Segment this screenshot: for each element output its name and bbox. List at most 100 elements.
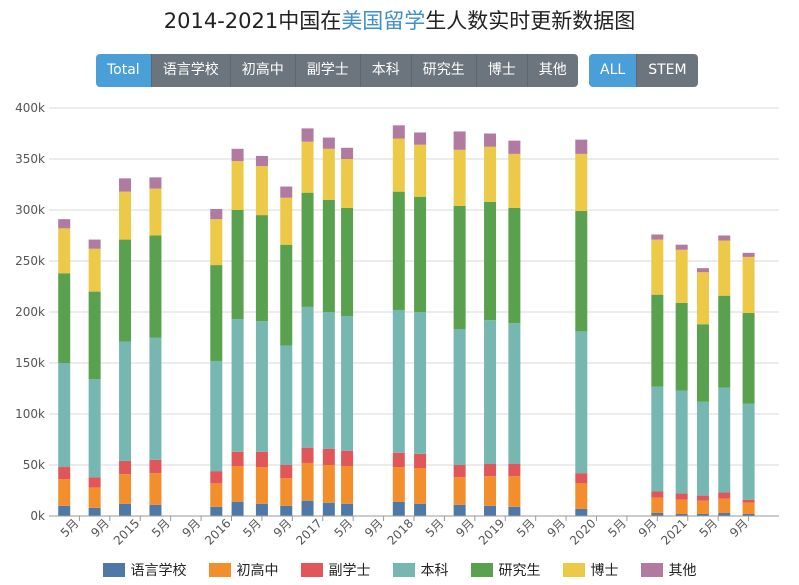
bar-segment [508,153,521,208]
bar-segment [453,477,466,505]
bar-segment [280,478,293,506]
bar-segment [301,192,314,307]
bar-segment [119,474,132,504]
bar-segment [718,498,731,513]
legend-label: 语言学校 [130,563,187,579]
bar-segment [231,148,244,162]
filter-button-doctorate[interactable]: 博士 [476,54,528,87]
bar-segment [675,499,688,514]
bar-segment [119,460,132,475]
bar-segment [231,501,244,516]
legend-item-language-school[interactable]: 语言学校 [102,560,187,580]
bar-segment [322,448,335,465]
bar-segment [651,512,664,516]
bar-segment [392,191,405,310]
bar-segment [231,319,244,452]
bar-segment [341,503,354,516]
bar-segment [88,477,101,488]
bar-segment [392,138,405,192]
legend-label: 副学士 [328,563,371,579]
bar-segment [675,249,688,303]
bar-segment [414,453,427,469]
bar-segment [322,465,335,503]
bar-segment [231,451,244,467]
x-tick-label: 2017 [293,516,324,547]
bar-segment [484,476,497,506]
y-tick-label: 50k [23,458,45,472]
bar-segment [453,329,466,465]
bar-segment [508,140,521,154]
legend-label: 初高中 [236,563,279,579]
filter-button-associate[interactable]: 副学士 [295,54,361,87]
title-text-start: 2014-2021中国在 [163,9,342,33]
bar-segment [484,201,497,321]
x-tick-label: 9月 [727,516,751,540]
bar-segment [119,503,132,516]
bar-segment [696,495,709,501]
bar-segment [58,228,71,274]
legend-item-other[interactable]: 其他 [640,560,697,580]
bar-segment [210,360,223,472]
y-tick-label: 150k [15,356,45,370]
bar-segment [742,502,755,514]
bar-segment [341,159,354,208]
filter-button-other[interactable]: 其他 [527,54,578,87]
legend-swatch [300,563,323,577]
legend-item-secondary[interactable]: 初高中 [208,560,279,580]
x-tick-label: 9月 [544,516,568,540]
bar-segment [675,302,688,391]
bar-segment [119,178,132,192]
bar-segment [210,265,223,361]
bar-segment [280,244,293,346]
x-tick-label: 5月 [58,516,82,540]
bar-segment [58,467,71,480]
filter-button-graduate[interactable]: 研究生 [411,54,477,87]
bar-segment [149,235,162,338]
filter-button-total[interactable]: Total [96,54,152,87]
x-tick-label: 2018 [385,516,416,547]
bar-segment [484,133,497,147]
bar-segment [718,387,731,493]
x-tick-label: 5月 [332,516,356,540]
bar-segment [575,473,588,484]
x-tick-label: 2019 [476,516,507,547]
filter-button-undergraduate[interactable]: 本科 [360,54,412,87]
bar-segment [718,492,731,499]
bar-segment [341,466,354,504]
title-text-end: 生人数实时更新数据图 [425,9,636,33]
filter-button-language-school[interactable]: 语言学校 [151,54,231,87]
bar-segment [149,459,162,474]
bar-segment [392,467,405,502]
bar-segment [696,324,709,402]
bar-segment [508,207,521,324]
bar-segment [742,499,755,503]
legend-swatch [102,563,125,577]
bar-segment [210,208,223,220]
bar-segment [696,500,709,514]
filter-button-secondary[interactable]: 初高中 [230,54,296,87]
filter-button-stem[interactable]: STEM [637,54,698,87]
legend-item-graduate[interactable]: 研究生 [470,560,541,580]
bar-segment [575,508,588,516]
bar-segment [392,309,405,453]
bar-segment [255,215,268,322]
bar-segment [675,493,688,500]
bar-segment [341,316,354,451]
bar-segment [255,467,268,504]
legend-item-undergraduate[interactable]: 本科 [392,560,449,580]
bar-segment [210,219,223,266]
bar-segment [255,503,268,516]
bar-segment [149,504,162,516]
y-tick-label: 0k [30,509,45,523]
bar-segment [484,320,497,464]
bar-segment [341,147,354,159]
y-tick-label: 300k [15,203,45,217]
bar-segment [88,239,101,249]
legend-item-associate[interactable]: 副学士 [300,560,371,580]
bar-segment [414,196,427,312]
bar-segment [301,500,314,516]
filter-button-all[interactable]: ALL [589,54,638,87]
bar-segment [484,505,497,516]
legend-item-doctorate[interactable]: 博士 [562,560,619,580]
bar-segment [742,513,755,516]
